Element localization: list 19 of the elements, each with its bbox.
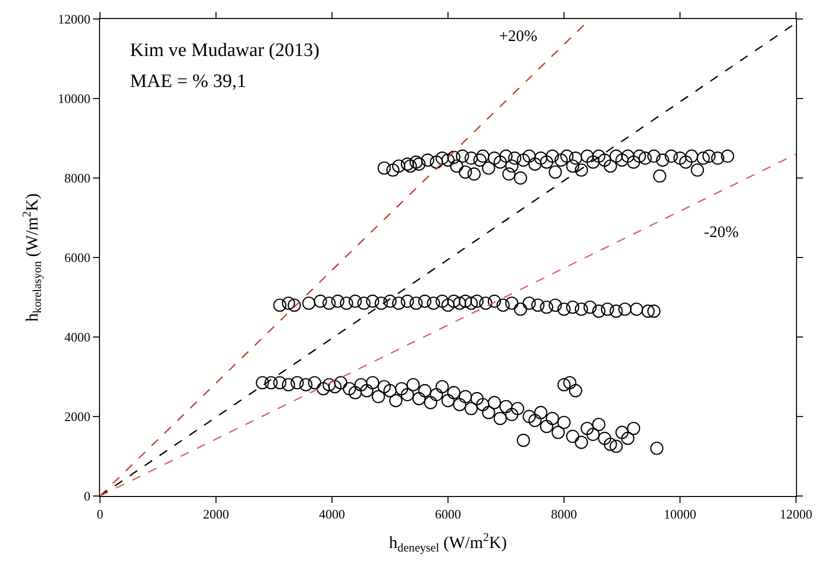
annotation: +20% bbox=[499, 28, 538, 45]
x-tick-label: 8000 bbox=[551, 506, 577, 522]
y-tick-label: 6000 bbox=[64, 250, 90, 266]
y-tick-label: 10000 bbox=[58, 91, 90, 106]
y-tick-label: 8000 bbox=[64, 170, 90, 186]
x-tick-label: 4000 bbox=[319, 506, 345, 522]
annotation: MAE = % 39,1 bbox=[130, 71, 246, 92]
annotation: -20% bbox=[704, 224, 739, 241]
x-tick-label: 2000 bbox=[203, 506, 229, 522]
y-tick-label: 0 bbox=[84, 488, 90, 504]
annotation: Kim ve Mudawar (2013) bbox=[130, 40, 320, 61]
x-tick-label: 10000 bbox=[664, 506, 696, 522]
x-tick-label: 12000 bbox=[780, 506, 812, 522]
x-axis-title: h$_{deneysel}$ (W/m$^{2}$K) bbox=[389, 530, 507, 555]
y-tick-label: 2000 bbox=[64, 409, 90, 424]
x-tick-label: 0 bbox=[96, 506, 104, 522]
y-tick-label: 12000 bbox=[58, 12, 90, 27]
y-tick-label: 4000 bbox=[64, 330, 90, 345]
x-tick-label: 6000 bbox=[435, 506, 461, 522]
